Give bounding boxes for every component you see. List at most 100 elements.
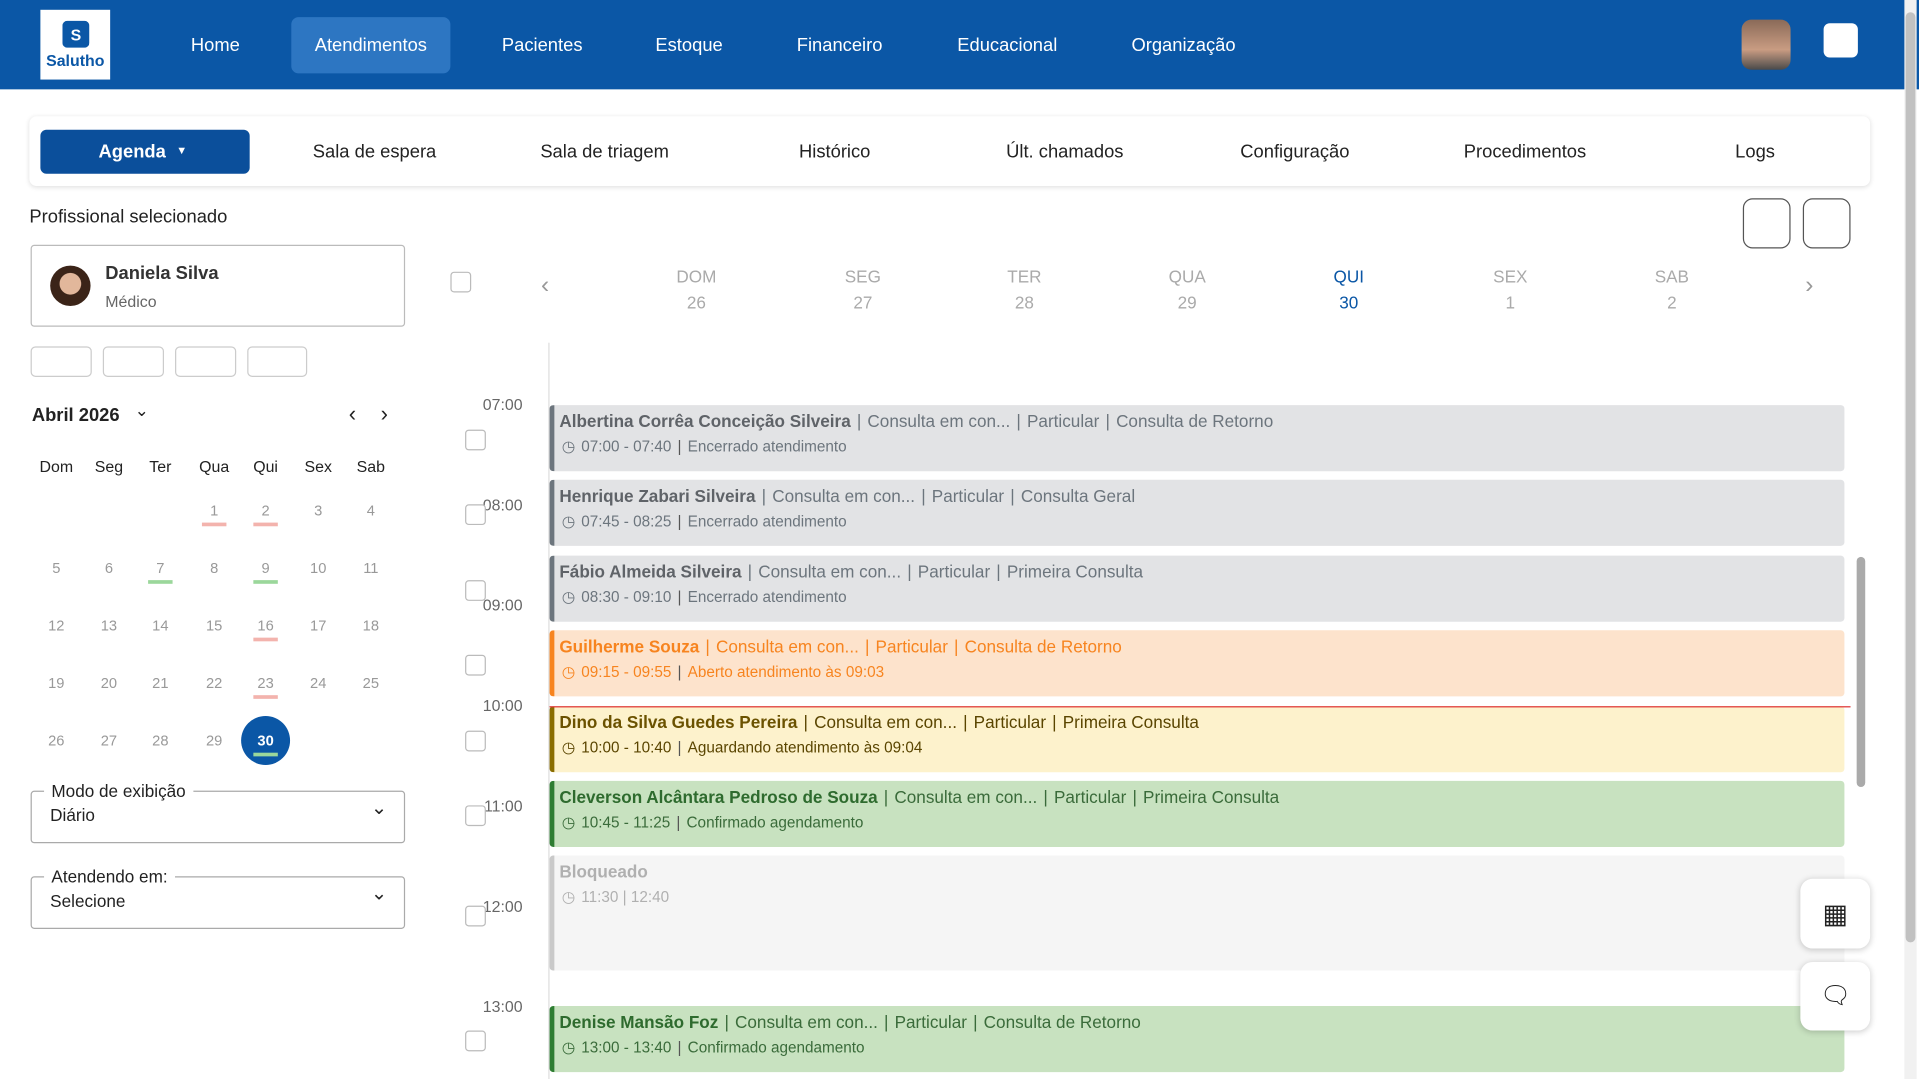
tool-button[interactable] [247, 346, 308, 377]
day[interactable]: 13 [100, 616, 118, 634]
day[interactable]: 12 [48, 616, 65, 634]
weekday-name[interactable]: SEG [844, 266, 881, 287]
weekday-name[interactable]: QUA [1168, 266, 1206, 287]
nav-item[interactable]: Estoque [655, 34, 723, 56]
day[interactable]: 9 [261, 559, 270, 577]
day[interactable]: 25 [362, 674, 380, 692]
weekday-date[interactable]: 26 [686, 292, 706, 313]
weekday-name[interactable]: QUI [1333, 266, 1364, 287]
nav-item[interactable]: Pacientes [501, 34, 583, 56]
weekday-name[interactable]: SAB [1654, 266, 1689, 287]
weekday-name[interactable]: TER [1007, 266, 1042, 287]
weekday-date[interactable]: 29 [1177, 292, 1197, 313]
day[interactable]: 2 [261, 501, 270, 519]
tab[interactable]: Procedimentos [1463, 141, 1587, 163]
nav-item[interactable]: Atendimentos [314, 34, 427, 56]
day[interactable]: 21 [152, 674, 169, 692]
weekday-name[interactable]: DOM [676, 266, 717, 287]
attending-select[interactable] [30, 876, 406, 929]
row-checkbox[interactable] [465, 805, 486, 827]
view-mode-select[interactable] [30, 790, 406, 844]
day[interactable]: 15 [206, 616, 223, 634]
day[interactable]: 7 [156, 559, 165, 577]
weekday-name[interactable]: SEX [1493, 266, 1528, 287]
separator: | [1052, 712, 1057, 732]
tab[interactable]: Histórico [798, 141, 871, 163]
professional-card[interactable]: Daniela Silva Médico [30, 244, 406, 327]
day[interactable]: 27 [100, 731, 118, 750]
app-icon[interactable] [1823, 23, 1858, 58]
tab[interactable]: Configuração [1240, 141, 1350, 163]
row-checkbox[interactable] [465, 429, 486, 451]
nav-item[interactable]: Home [190, 34, 240, 56]
prev-month[interactable]: ‹ [348, 401, 357, 426]
tool-button[interactable] [30, 346, 92, 377]
day[interactable]: 29 [206, 731, 223, 750]
day[interactable]: 6 [104, 559, 114, 577]
day[interactable]: 4 [366, 501, 375, 519]
day[interactable]: 16 [257, 616, 274, 634]
row-checkbox[interactable] [465, 580, 486, 601]
nav-item[interactable]: Organização [1131, 34, 1236, 56]
day[interactable]: 8 [210, 559, 219, 577]
appointment-card[interactable]: Albertina Corrêa Conceição Silveira | Cons… [549, 405, 1845, 472]
day[interactable]: 26 [48, 731, 65, 750]
weekday-date[interactable]: 1 [1505, 292, 1516, 313]
tool-button[interactable] [175, 346, 237, 377]
nav-item[interactable]: Educacional [957, 34, 1058, 56]
appointment-card[interactable]: Bloqueado ◷ 11:30 | 12:40 [549, 855, 1845, 971]
day[interactable]: 3 [314, 501, 323, 519]
row-checkbox[interactable] [465, 654, 486, 676]
row-checkbox[interactable] [465, 504, 486, 526]
weekday-date[interactable]: 30 [1339, 292, 1359, 313]
month-label[interactable]: Abril 2026 [31, 405, 120, 426]
appointment-card[interactable]: Fábio Almeida Silveira | Consulta em con..… [549, 555, 1845, 622]
tool-button[interactable] [102, 346, 165, 377]
day[interactable]: 14 [152, 616, 169, 634]
day[interactable]: 24 [310, 674, 327, 692]
tab[interactable]: Últ. chamados [1006, 141, 1124, 163]
tab[interactable]: Agenda [98, 141, 166, 163]
weekday-date[interactable]: 27 [853, 292, 873, 313]
day[interactable]: 1 [210, 501, 219, 519]
appointment-card[interactable]: Henrique Zabari Silveira | Consulta em con… [549, 479, 1845, 546]
tab[interactable]: Logs [1735, 141, 1775, 163]
tab[interactable]: Sala de triagem [540, 141, 669, 163]
day[interactable]: 30 [257, 731, 274, 750]
day[interactable]: 5 [52, 559, 61, 577]
nav-item[interactable]: Financeiro [796, 34, 883, 56]
weekday-date[interactable]: 28 [1014, 292, 1034, 313]
agenda-button[interactable] [40, 129, 250, 174]
tab[interactable]: Sala de espera [312, 141, 437, 163]
day[interactable]: 23 [257, 674, 274, 692]
appointment-card[interactable]: Dino da Silva Guedes Pereira | Consulta em… [549, 706, 1845, 773]
day[interactable]: 22 [206, 674, 223, 692]
day[interactable]: 28 [152, 731, 169, 750]
row-checkbox[interactable] [465, 905, 486, 927]
day[interactable]: 17 [310, 616, 327, 634]
next-week[interactable]: › [1805, 271, 1814, 299]
month-dropdown[interactable]: ⌄ [134, 400, 149, 420]
day[interactable]: 18 [362, 616, 380, 634]
qr-button[interactable]: ▦ [1800, 878, 1871, 949]
day[interactable]: 20 [100, 674, 118, 692]
select-all-checkbox[interactable] [450, 271, 472, 293]
day[interactable]: 10 [310, 559, 327, 577]
prev-week[interactable]: ‹ [540, 271, 550, 299]
day[interactable]: 19 [48, 674, 65, 692]
inner-scroll-thumb[interactable] [1856, 556, 1866, 787]
appointment-card[interactable]: Cleverson Alcântara Pedroso de Souza | Con… [549, 780, 1845, 847]
zoom-out[interactable] [1742, 198, 1791, 249]
chat-button[interactable]: 🗨 [1800, 961, 1871, 1031]
zoom-in[interactable] [1802, 198, 1851, 249]
appointment-card[interactable]: Guilherme Souza | Consulta em con... | Parti… [549, 630, 1845, 697]
page-scroll-thumb[interactable] [1905, 12, 1916, 943]
appointment-card[interactable]: Denise Mansão Foz | Consulta em con... | Par… [549, 1006, 1845, 1073]
avatar[interactable] [1741, 19, 1791, 70]
weekday-date[interactable]: 2 [1667, 292, 1677, 313]
next-month[interactable]: › [380, 401, 388, 426]
row-checkbox[interactable] [465, 730, 486, 752]
row-checkbox[interactable] [465, 1030, 486, 1052]
day[interactable]: 11 [363, 559, 379, 577]
logo[interactable]: S Salutho [40, 9, 111, 80]
